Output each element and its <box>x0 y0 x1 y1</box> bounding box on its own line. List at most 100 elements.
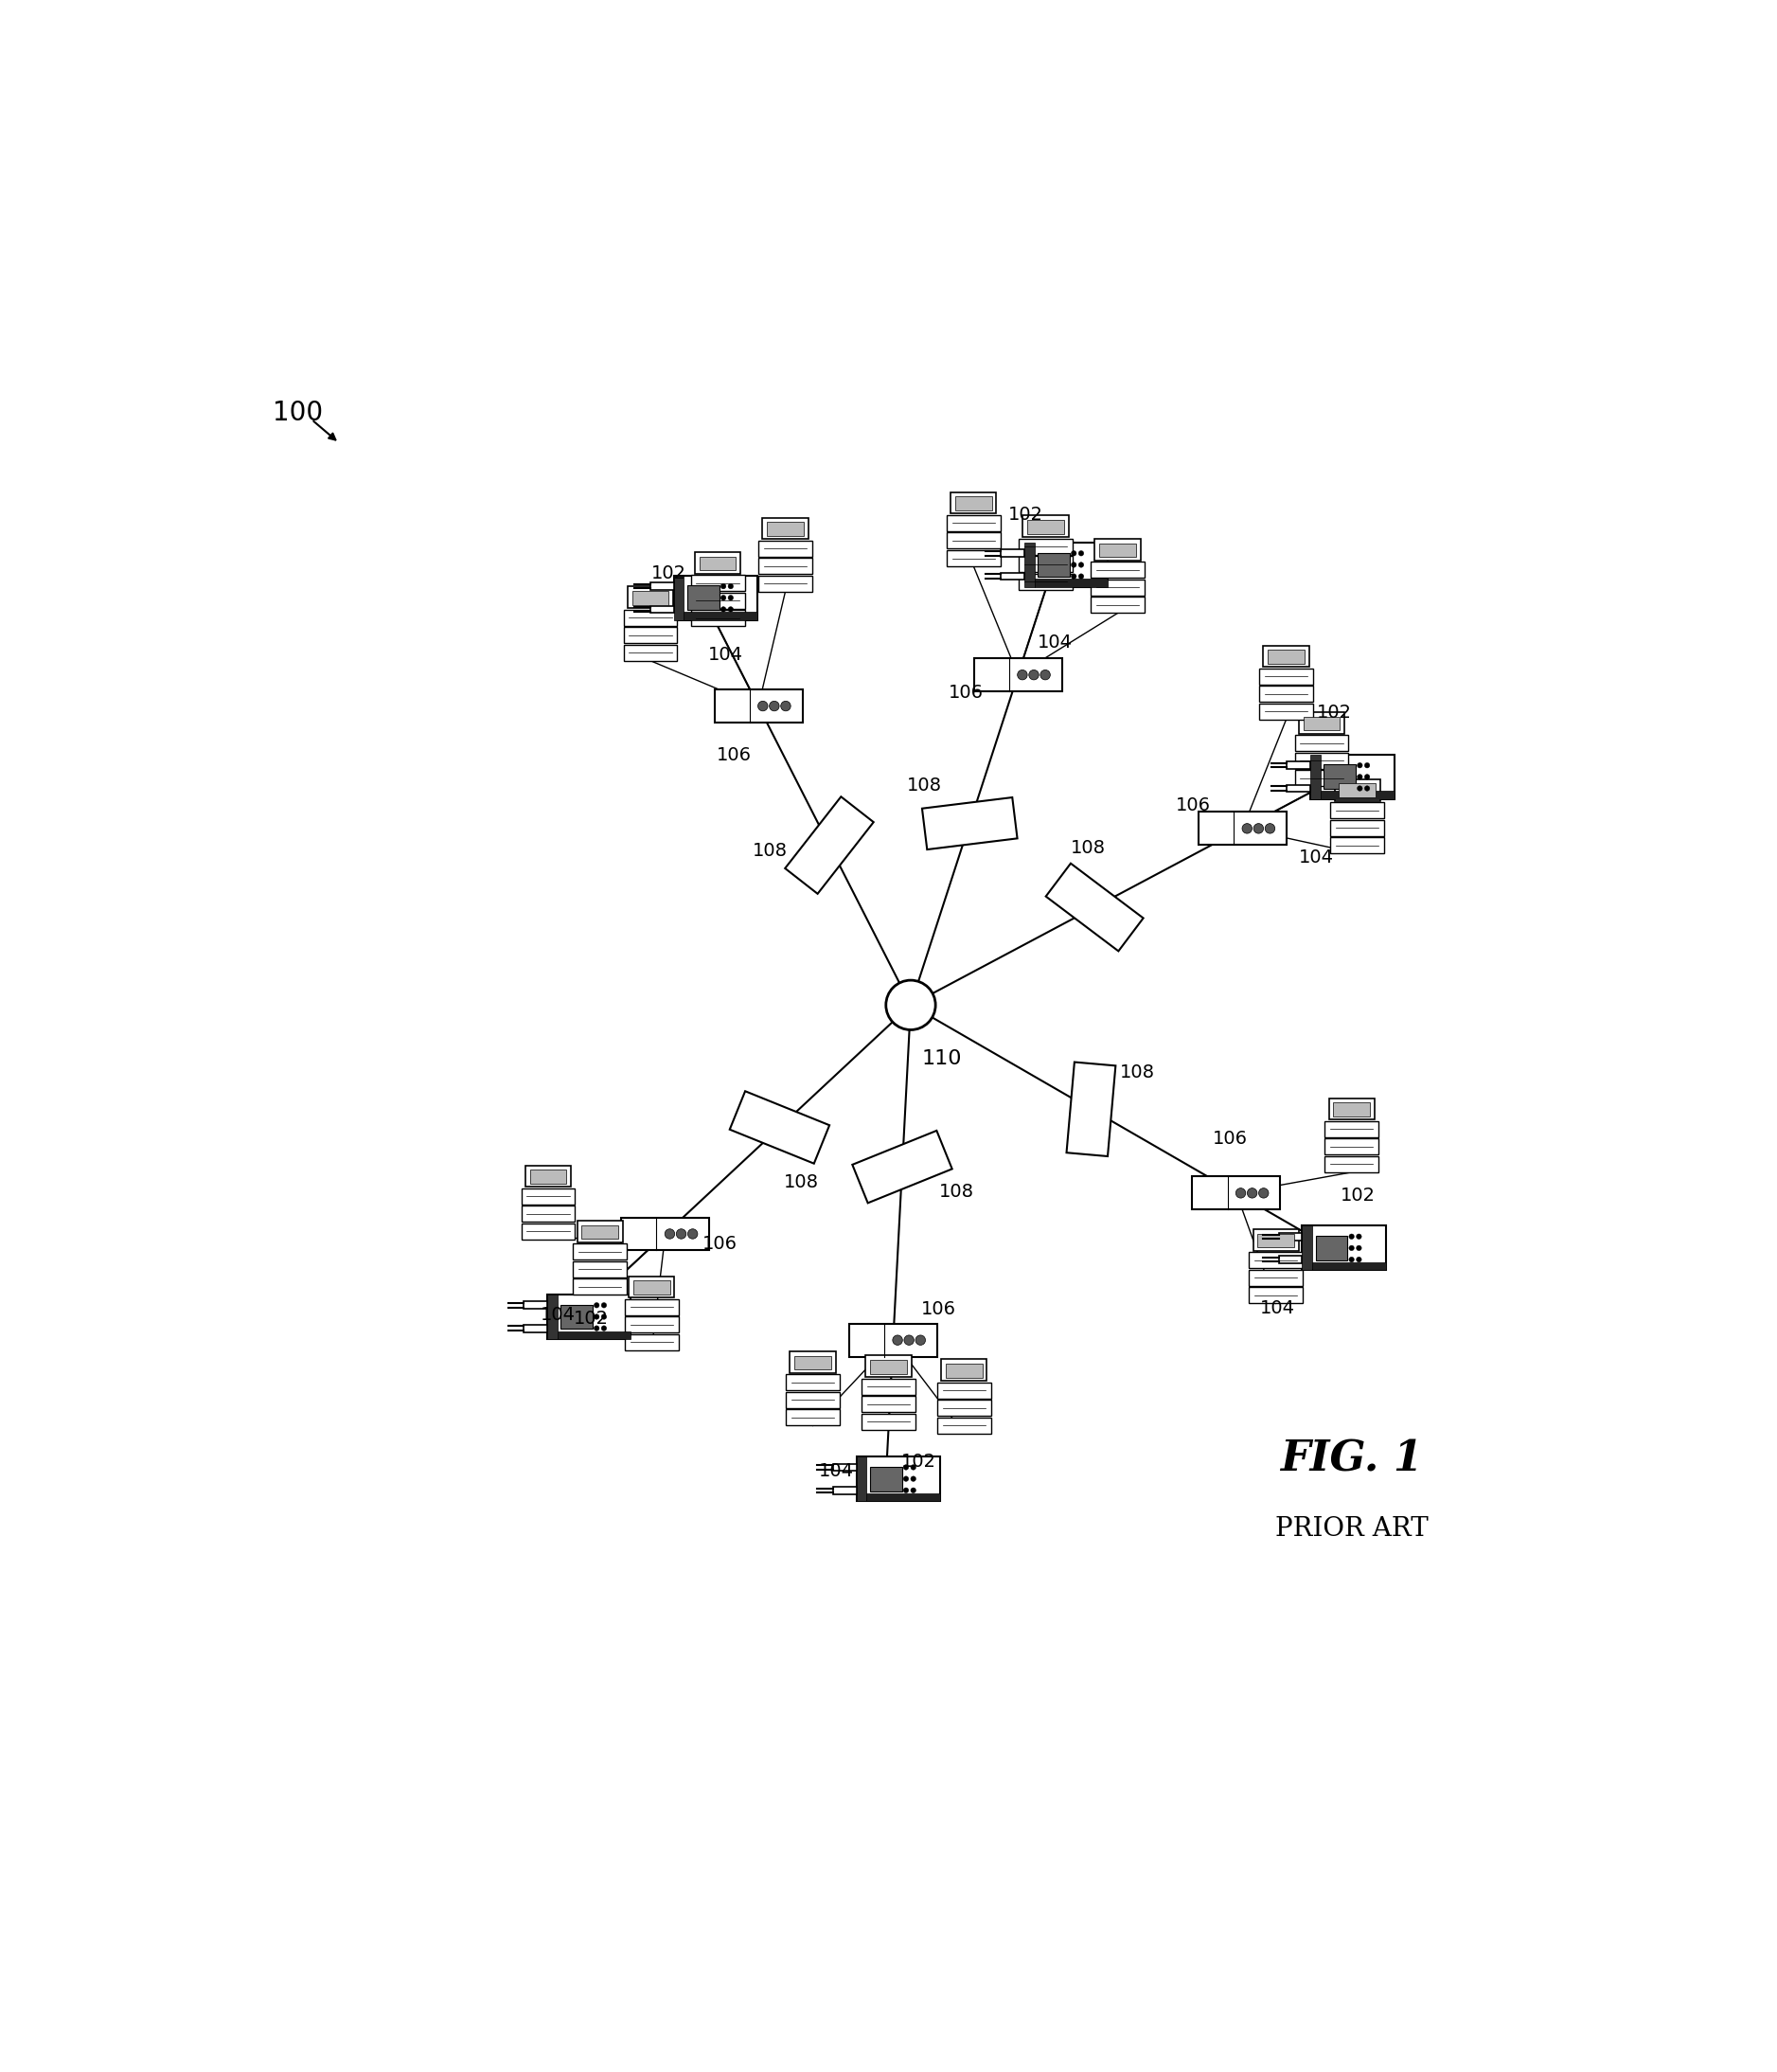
FancyBboxPatch shape <box>1303 1227 1311 1270</box>
FancyBboxPatch shape <box>558 1330 631 1339</box>
FancyBboxPatch shape <box>1304 717 1340 731</box>
FancyBboxPatch shape <box>1192 1177 1281 1210</box>
Text: 106: 106 <box>702 1235 737 1254</box>
FancyBboxPatch shape <box>1340 783 1375 798</box>
Circle shape <box>721 584 727 588</box>
Text: PRIOR ART: PRIOR ART <box>1274 1517 1429 1542</box>
Circle shape <box>887 980 935 1030</box>
Circle shape <box>915 1334 926 1345</box>
FancyBboxPatch shape <box>1331 821 1384 835</box>
FancyBboxPatch shape <box>530 1171 567 1183</box>
Text: 110: 110 <box>922 1048 961 1067</box>
FancyBboxPatch shape <box>1260 702 1313 719</box>
Circle shape <box>601 1303 606 1307</box>
Circle shape <box>677 1229 686 1239</box>
Circle shape <box>594 1314 599 1320</box>
Circle shape <box>1029 669 1040 680</box>
FancyBboxPatch shape <box>945 1363 983 1378</box>
Circle shape <box>594 1326 599 1330</box>
FancyBboxPatch shape <box>1249 1251 1303 1268</box>
FancyBboxPatch shape <box>942 1359 986 1380</box>
FancyBboxPatch shape <box>673 576 757 620</box>
FancyBboxPatch shape <box>1100 543 1136 557</box>
FancyBboxPatch shape <box>951 493 997 514</box>
Text: 102: 102 <box>1340 1187 1375 1204</box>
Circle shape <box>1349 1258 1354 1262</box>
FancyBboxPatch shape <box>1027 520 1064 535</box>
Circle shape <box>757 700 768 711</box>
Circle shape <box>1253 823 1263 833</box>
FancyBboxPatch shape <box>1000 572 1024 580</box>
Circle shape <box>1349 1235 1354 1239</box>
Text: 108: 108 <box>1072 839 1105 858</box>
FancyBboxPatch shape <box>572 1262 627 1278</box>
FancyBboxPatch shape <box>1091 580 1144 595</box>
FancyBboxPatch shape <box>768 522 803 537</box>
FancyBboxPatch shape <box>700 557 736 570</box>
FancyBboxPatch shape <box>936 1417 992 1434</box>
FancyBboxPatch shape <box>759 541 812 557</box>
Circle shape <box>904 1334 913 1345</box>
FancyBboxPatch shape <box>865 1355 912 1378</box>
FancyBboxPatch shape <box>1287 762 1310 769</box>
Circle shape <box>1365 785 1370 792</box>
Circle shape <box>1358 762 1363 769</box>
FancyBboxPatch shape <box>1263 644 1310 667</box>
FancyBboxPatch shape <box>867 1494 940 1500</box>
Circle shape <box>729 584 734 588</box>
FancyBboxPatch shape <box>1279 1256 1303 1264</box>
FancyBboxPatch shape <box>1091 597 1144 613</box>
FancyBboxPatch shape <box>578 1220 622 1243</box>
FancyBboxPatch shape <box>633 1280 670 1295</box>
FancyBboxPatch shape <box>1034 578 1109 586</box>
FancyBboxPatch shape <box>521 1206 576 1222</box>
FancyBboxPatch shape <box>691 576 745 591</box>
FancyBboxPatch shape <box>626 1316 679 1332</box>
Circle shape <box>1072 574 1077 578</box>
FancyBboxPatch shape <box>785 1392 841 1409</box>
Text: 102: 102 <box>652 564 686 582</box>
Text: FIG. 1: FIG. 1 <box>1279 1440 1423 1479</box>
FancyBboxPatch shape <box>857 1457 940 1500</box>
FancyBboxPatch shape <box>759 576 812 593</box>
FancyBboxPatch shape <box>956 497 992 510</box>
FancyBboxPatch shape <box>794 1355 832 1370</box>
FancyBboxPatch shape <box>1331 802 1384 818</box>
Text: 102: 102 <box>574 1310 608 1328</box>
FancyBboxPatch shape <box>695 551 741 574</box>
FancyBboxPatch shape <box>1310 754 1395 800</box>
FancyBboxPatch shape <box>688 586 720 609</box>
FancyBboxPatch shape <box>857 1457 867 1500</box>
FancyBboxPatch shape <box>624 609 677 626</box>
Polygon shape <box>730 1092 830 1164</box>
Circle shape <box>1079 574 1084 578</box>
Circle shape <box>1247 1187 1256 1198</box>
Circle shape <box>1258 1187 1269 1198</box>
FancyBboxPatch shape <box>833 1463 857 1471</box>
Circle shape <box>1072 562 1077 568</box>
FancyBboxPatch shape <box>1303 1227 1386 1270</box>
Circle shape <box>1358 785 1363 792</box>
FancyBboxPatch shape <box>1091 562 1144 578</box>
FancyBboxPatch shape <box>572 1243 627 1260</box>
FancyBboxPatch shape <box>785 1409 841 1426</box>
Circle shape <box>594 1303 599 1307</box>
FancyBboxPatch shape <box>673 576 684 620</box>
FancyBboxPatch shape <box>626 1299 679 1316</box>
FancyBboxPatch shape <box>1249 1287 1303 1303</box>
FancyBboxPatch shape <box>1315 1235 1347 1260</box>
Circle shape <box>892 1334 903 1345</box>
FancyBboxPatch shape <box>622 1218 709 1249</box>
Circle shape <box>665 1229 675 1239</box>
Circle shape <box>1072 551 1077 555</box>
FancyBboxPatch shape <box>547 1295 631 1339</box>
FancyBboxPatch shape <box>1295 752 1349 769</box>
Circle shape <box>601 1326 606 1330</box>
FancyBboxPatch shape <box>650 582 673 591</box>
FancyBboxPatch shape <box>1331 837 1384 854</box>
FancyBboxPatch shape <box>581 1225 618 1239</box>
Circle shape <box>729 595 734 601</box>
FancyBboxPatch shape <box>1287 785 1310 792</box>
Circle shape <box>910 1488 915 1494</box>
FancyBboxPatch shape <box>974 659 1063 692</box>
